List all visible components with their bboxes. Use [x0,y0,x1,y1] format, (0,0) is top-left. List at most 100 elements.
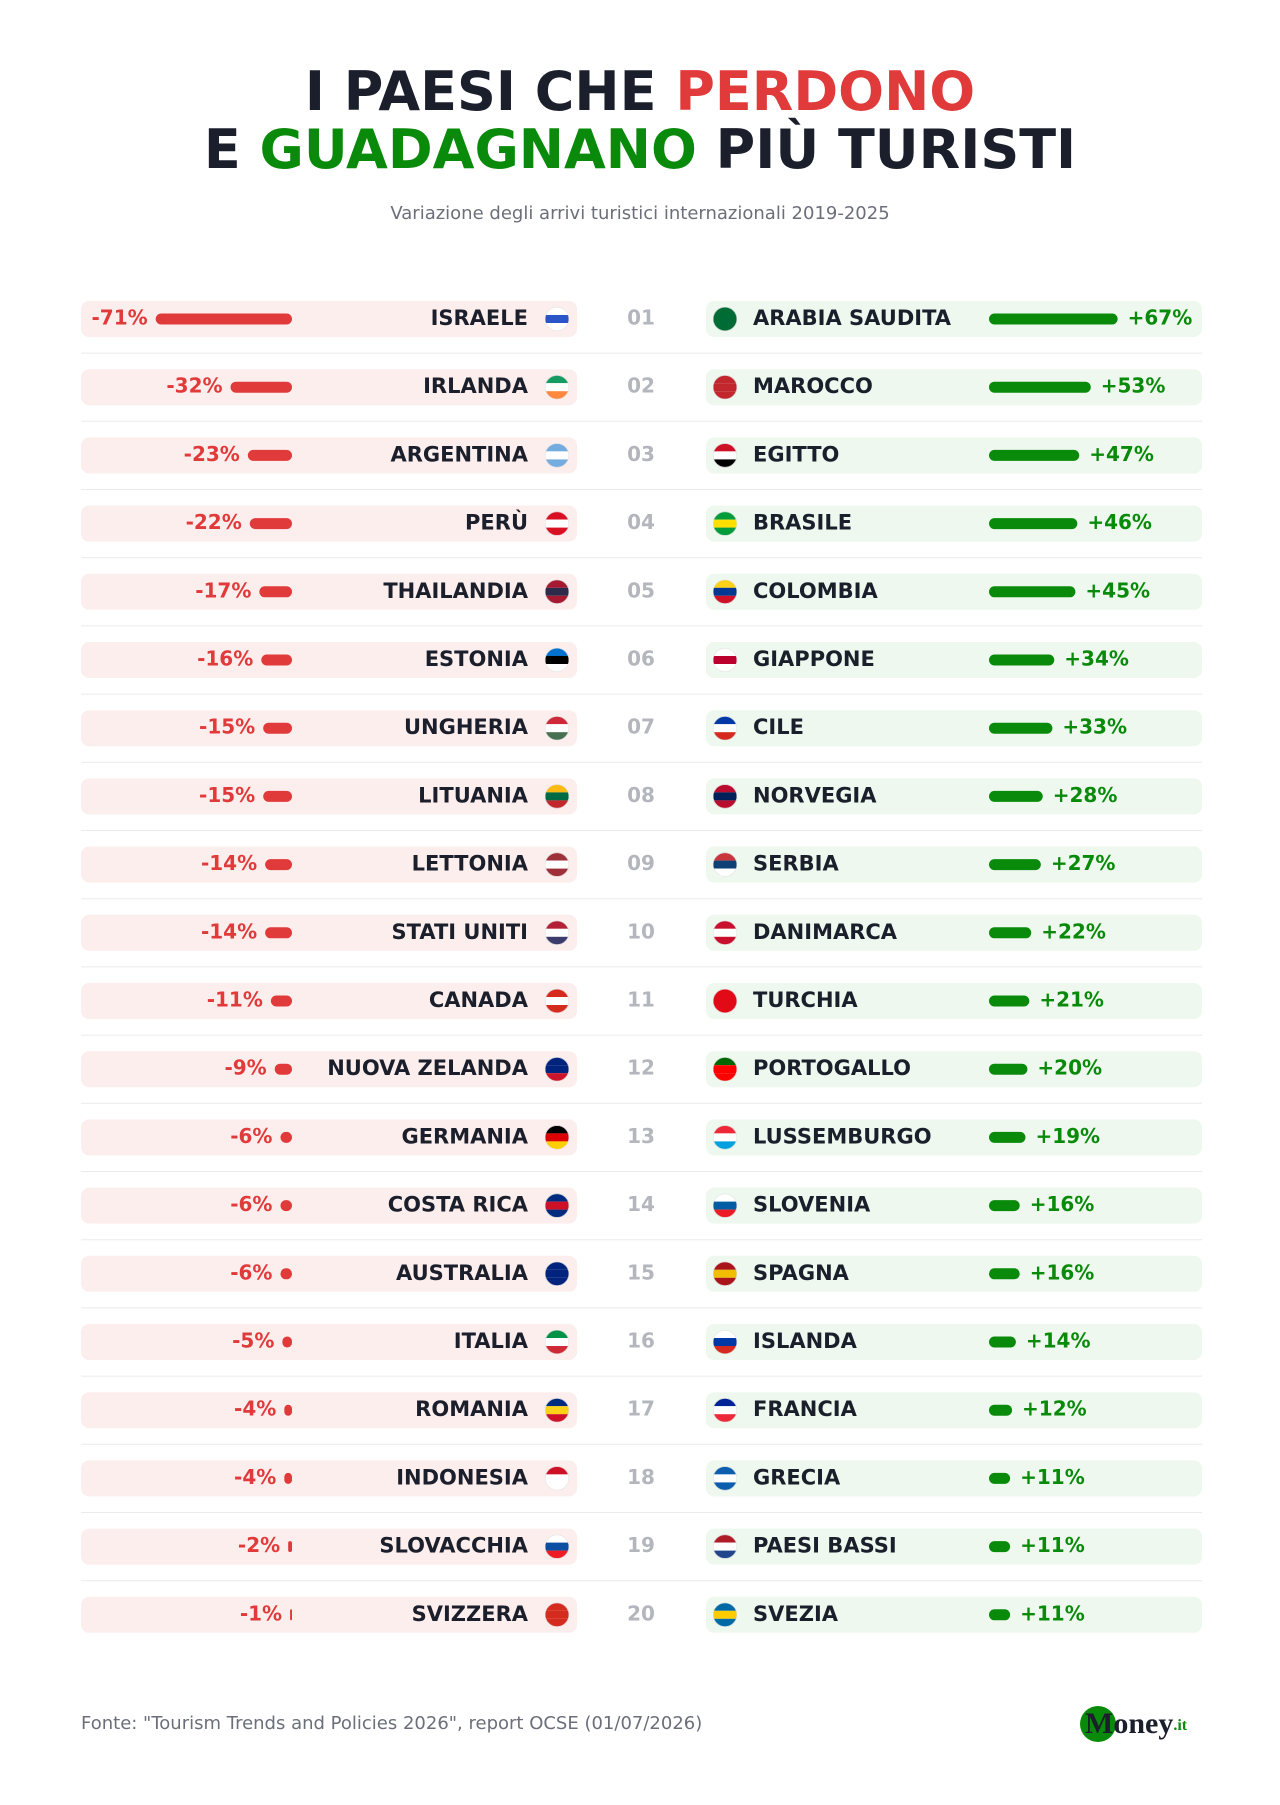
bar [989,1200,1020,1212]
country: NORVEGIA [753,783,877,807]
country: LETTONIA [412,852,529,876]
flag [713,443,737,468]
logo: Money.it [1085,1707,1188,1740]
flag-stripe [545,732,569,741]
flag [713,852,737,877]
rank: 07 [627,715,655,739]
flag-stripe [545,716,569,725]
row-bg [706,778,1202,815]
bar [989,859,1041,871]
rank: 20 [627,1601,655,1625]
flag [545,784,569,809]
value-label: -16% [197,647,253,671]
flag [713,716,737,741]
flag-stripe [713,928,737,937]
logo-badge [1080,1706,1116,1742]
bar [284,1404,292,1416]
value-label: -15% [199,783,255,807]
flag [713,1125,737,1150]
flag [545,307,569,331]
bar [263,722,292,734]
rank: 17 [627,1397,655,1421]
flag-stripe [545,451,569,460]
flag-stripe [545,1065,569,1074]
value-label: +28% [1053,783,1118,807]
flag-stripe [713,1133,737,1142]
row-bg [81,1324,577,1360]
bar [989,586,1076,598]
flag-stripe [713,920,737,929]
flag-stripe [545,1277,569,1286]
country: TURCHIA [753,988,858,1012]
subtitle: Variazione degli arrivi turistici intern… [390,203,889,224]
value-label: +20% [1037,1056,1102,1080]
value-label: +11% [1020,1533,1085,1557]
flag-stripe [713,1398,737,1407]
flag-stripe [545,527,569,536]
row-bg [706,1255,1202,1292]
flag-stripe [713,1005,737,1013]
value-label: +11% [1020,1601,1085,1625]
flag [713,989,737,1013]
value-label: -15% [199,715,255,739]
rank: 01 [627,306,655,330]
value-label: -22% [186,510,242,534]
flag-stripe [545,1141,569,1150]
country: ROMANIA [415,1397,529,1421]
flag-stripe [713,323,737,331]
flag-stripe [545,1261,569,1270]
flag-stripe [545,315,569,323]
row-bg [706,1051,1202,1088]
title-segment: GUADAGNANO [260,118,697,181]
country: AUSTRALIA [396,1261,529,1285]
flag-stripe [713,1610,737,1619]
flag [545,375,569,400]
country: PORTOGALLO [753,1056,911,1080]
country: CANADA [429,988,529,1012]
flag-stripe [545,595,569,604]
bar [288,1541,292,1553]
value-label: -6% [230,1192,272,1216]
value-label: -14% [201,919,257,943]
row-bg [81,1596,577,1633]
value-label: +12% [1022,1397,1087,1421]
flag-stripe [713,800,737,809]
row-bg [706,1528,1202,1565]
row-bg [706,369,1202,406]
value-label: +27% [1051,851,1116,875]
rank: 04 [627,510,655,534]
flag-stripe [713,595,737,604]
flag-stripe [545,1005,569,1013]
flag-stripe [713,1474,737,1483]
flag-stripe [713,732,737,741]
flag-stripe [713,1201,737,1210]
row-bg [81,1460,577,1497]
flag-stripe [713,587,737,596]
value-label: -4% [234,1397,276,1421]
flag-stripe [713,1542,737,1551]
flag [545,648,569,672]
row-bg [706,914,1202,951]
flag [713,579,737,604]
flag [545,989,569,1013]
flag-stripe [713,1406,737,1415]
bar [230,381,292,393]
bar [261,654,292,666]
flag-stripe [713,989,737,997]
row-bg [706,1596,1202,1633]
bar [263,790,292,802]
country: GRECIA [753,1465,841,1489]
flag-stripe [713,792,737,801]
value-label: +34% [1064,647,1129,671]
bar [989,654,1055,666]
flag-stripe [545,1414,569,1423]
flag-stripe [713,648,737,656]
flag [713,1398,737,1423]
value-label: -23% [184,442,240,466]
flag [713,1602,737,1627]
flag [713,1193,737,1218]
flag [545,1057,569,1082]
country: BRASILE [753,511,852,535]
flag-stripe [545,383,569,392]
country: LITUANIA [418,783,529,807]
